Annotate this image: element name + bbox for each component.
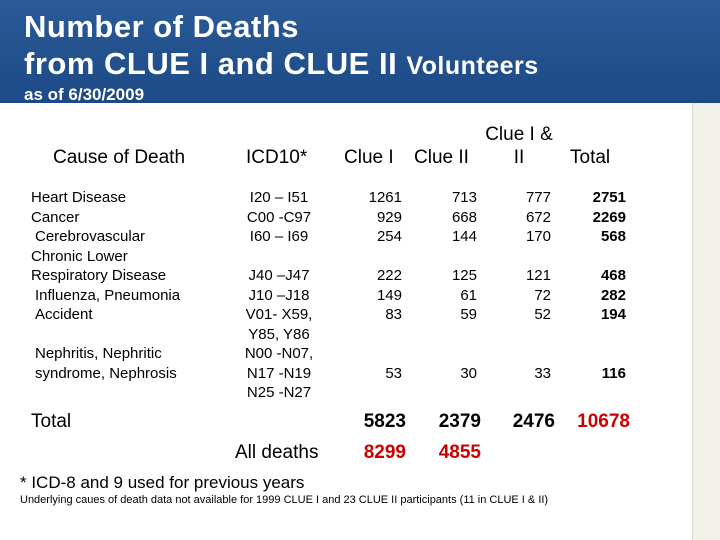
both-accident: 52 <box>534 306 551 323</box>
clue1-heart: 1261 <box>368 189 402 206</box>
all-deaths-clue2: 4855 <box>438 442 481 463</box>
cause-cerebrovascular: Cerebrovascular <box>35 228 146 245</box>
total-cancer: 2269 <box>592 208 626 226</box>
clue1-respiratory: 222 <box>376 267 402 284</box>
clue1-influenza: 149 <box>376 286 402 304</box>
totals-both: 2476 <box>512 411 555 432</box>
total-influenza: 282 <box>600 286 626 304</box>
all-deaths-label: All deaths <box>235 442 319 463</box>
header-cause: Cause of Death <box>53 147 186 168</box>
title-banner <box>0 0 720 103</box>
cause-nephritis: Nephritis, Nephritic <box>35 345 162 362</box>
totals-label: Total <box>31 411 72 432</box>
clue2-cancer: 668 <box>451 208 477 226</box>
underlying-footnote: Underlying caues of death data not avail… <box>20 494 549 506</box>
clue1-cerebro: 254 <box>376 228 402 245</box>
total-nephritis: 116 <box>601 364 626 382</box>
both-nephritis: 33 <box>534 364 551 382</box>
icd-row-10: N25 -N27 <box>246 384 312 401</box>
both-cerebro: 170 <box>525 228 551 245</box>
icd-row-5: J10 –J18 <box>248 286 310 304</box>
icd-row-8: N00 -N07, <box>244 345 314 362</box>
title-line-2-main: from CLUE I and CLUE II <box>24 46 398 81</box>
icd-row-3: I60 – I69 <box>249 228 309 245</box>
both-influenza: 72 <box>534 286 551 304</box>
cause-respiratory: Respiratory Disease <box>31 267 167 284</box>
header-both-line1: Clue I & <box>485 124 553 145</box>
both-heart: 777 <box>525 189 551 206</box>
cause-cancer: Cancer <box>31 208 80 226</box>
clue2-cerebro: 144 <box>451 228 477 245</box>
clue2-nephritis: 30 <box>460 364 477 382</box>
icd-row-1: I20 – I51 <box>249 189 309 206</box>
clue2-accident: 59 <box>460 306 477 323</box>
header-clue1: Clue I <box>344 147 394 168</box>
clue1-cancer: 929 <box>376 208 402 226</box>
title-line-2-small: Volunteers <box>406 52 539 80</box>
clue2-heart: 713 <box>451 189 477 206</box>
header-both-line2: II <box>513 147 525 168</box>
header-total: Total <box>570 147 611 168</box>
icd-row-4: J40 –J47 <box>248 267 310 284</box>
title-line-2: from CLUE I and CLUE II Volunteers <box>24 45 539 85</box>
icd-row-7: Y85, Y86 <box>248 325 310 343</box>
cause-heart-disease: Heart Disease <box>31 189 127 206</box>
icd-row-9: N17 -N19 <box>246 364 312 382</box>
both-respiratory: 121 <box>525 267 551 284</box>
both-cancer: 672 <box>525 208 551 226</box>
totals-clue2: 2379 <box>438 411 481 432</box>
total-heart: 2751 <box>592 189 626 206</box>
header-icd: ICD10* <box>246 147 308 168</box>
clue1-nephritis: 53 <box>385 364 402 382</box>
cause-nephrosis: syndrome, Nephrosis <box>35 364 177 382</box>
total-respiratory: 468 <box>600 267 626 284</box>
cause-influenza: Influenza, Pneumonia <box>35 286 181 304</box>
header-clue2: Clue II <box>414 147 469 168</box>
clue2-respiratory: 125 <box>451 267 477 284</box>
page-title: Number of Deaths from CLUE I and CLUE II… <box>24 8 539 85</box>
totals-grand-total: 10678 <box>577 411 630 432</box>
clue1-accident: 83 <box>385 306 402 323</box>
side-strip <box>692 103 720 540</box>
cause-accident: Accident <box>35 306 93 323</box>
all-deaths-clue1: 8299 <box>363 442 406 463</box>
content-panel <box>12 103 692 540</box>
total-cerebro: 568 <box>600 228 626 245</box>
clue2-influenza: 61 <box>460 286 477 304</box>
totals-clue1: 5823 <box>363 411 406 432</box>
page-subtitle: as of 6/30/2009 <box>24 85 145 104</box>
total-accident: 194 <box>600 306 626 323</box>
icd-row-2: C00 -C97 <box>246 208 312 226</box>
icd-row-6: V01- X59, <box>245 306 313 323</box>
icd-footnote: * ICD-8 and 9 used for previous years <box>20 473 305 492</box>
title-line-1: Number of Deaths <box>24 9 299 44</box>
cause-chronic-lower: Chronic Lower <box>31 247 128 265</box>
